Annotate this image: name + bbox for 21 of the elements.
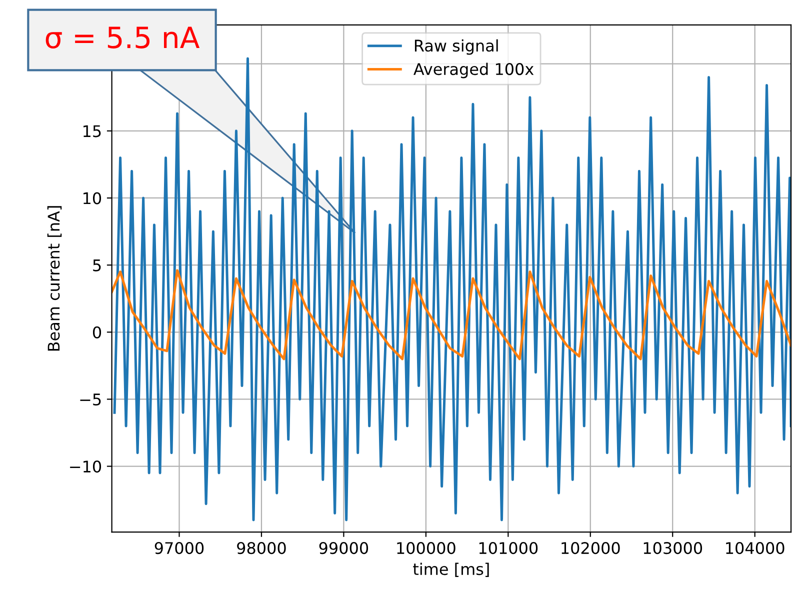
line-series <box>113 57 792 522</box>
y-tick-label: 0 <box>92 326 102 338</box>
legend-label: Averaged 100x <box>414 62 534 78</box>
x-axis-title: time [ms] <box>413 562 489 577</box>
x-tick-label: 102000 <box>562 542 620 554</box>
y-tick-label: −5 <box>80 394 101 406</box>
y-tick-label: −10 <box>70 460 102 473</box>
y-tick-label: 15 <box>84 125 101 138</box>
x-tick-label: 104000 <box>726 542 784 554</box>
x-tick-label: 101000 <box>479 542 538 554</box>
y-tick-label: 5 <box>93 259 101 272</box>
x-tick-label: 100000 <box>397 542 456 554</box>
x-tick-label: 98000 <box>237 542 286 554</box>
legend-label: Raw signal <box>414 39 498 55</box>
x-tick-label: 97000 <box>154 542 204 554</box>
line-series <box>112 269 792 360</box>
y-tick-label: 10 <box>84 192 102 204</box>
x-tick-label: 99000 <box>319 542 368 554</box>
y-axis-title: Beam current [nA] <box>47 206 62 351</box>
annotation: σ = 5.5 nA <box>46 26 200 48</box>
x-tick-label: 103000 <box>644 542 702 554</box>
